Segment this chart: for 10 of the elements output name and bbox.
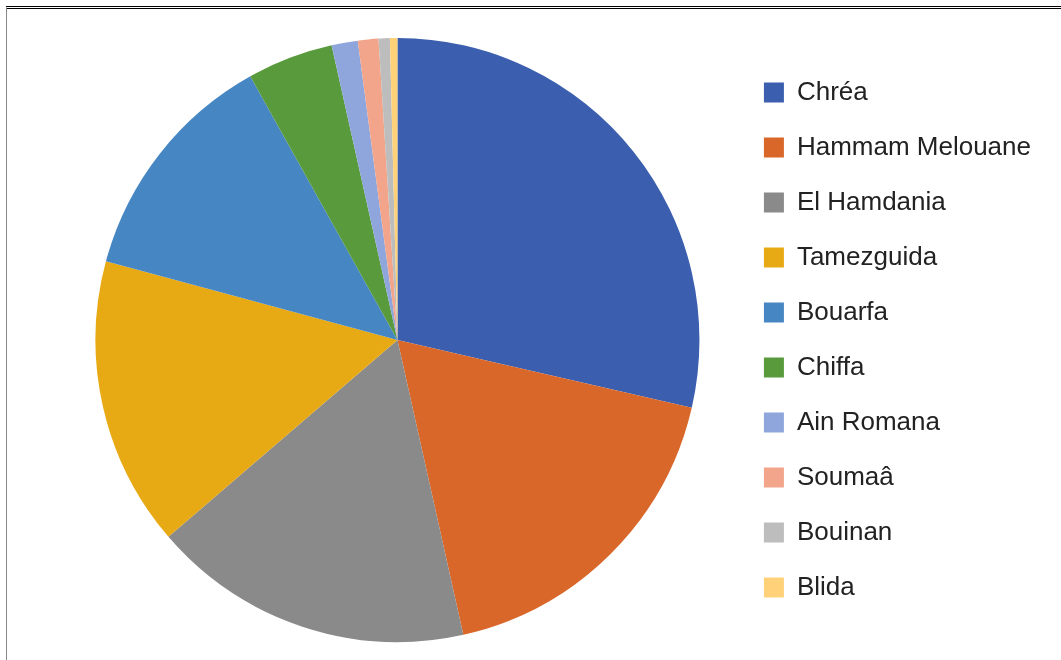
legend-label: Hammam Melouane [796, 130, 1031, 161]
legend-label: Bouarfa [796, 295, 889, 326]
legend-label: Blida [796, 570, 856, 601]
legend-label: Chréa [796, 75, 869, 106]
legend-label: Soumaâ [796, 460, 895, 491]
legend-label: Bouinan [796, 515, 893, 546]
legend-label: Ain Romana [796, 405, 941, 436]
legend-label: Chiffa [796, 350, 865, 381]
legend-label: El Hamdania [796, 185, 947, 216]
legend-label: Tamezguida [796, 240, 938, 271]
